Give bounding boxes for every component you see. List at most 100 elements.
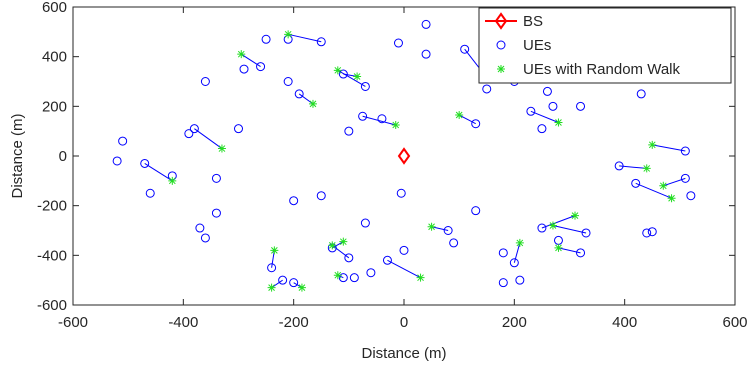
ue-marker <box>614 161 624 171</box>
ue-marker <box>189 124 199 134</box>
x-tick-label: -200 <box>279 314 309 331</box>
ue-marker <box>267 263 277 273</box>
walk-marker <box>308 99 317 108</box>
ue-marker <box>145 188 155 198</box>
ue-marker <box>338 273 348 283</box>
y-axis-label: Distance (m) <box>9 113 26 198</box>
legend-marker <box>494 12 508 30</box>
ue-marker <box>184 129 194 139</box>
walk-line <box>431 226 449 231</box>
ue-marker <box>537 223 547 233</box>
ue-marker <box>239 64 249 74</box>
walk-line <box>530 110 559 123</box>
legend-marker <box>496 40 506 50</box>
y-tick-label: -600 <box>37 297 67 314</box>
ue-marker <box>234 124 243 134</box>
ue-marker <box>421 19 431 29</box>
ue-marker <box>576 101 586 111</box>
ue-marker <box>636 89 646 99</box>
ue-marker <box>393 38 403 48</box>
ue-marker <box>581 228 591 238</box>
y-tick-label: 600 <box>42 0 67 16</box>
ue-marker <box>256 62 266 72</box>
walk-line <box>387 259 421 279</box>
ue-marker <box>498 278 508 288</box>
ue-marker <box>344 253 354 263</box>
walk-marker <box>237 50 246 59</box>
legend-label: UEs with Random Walk <box>523 61 680 78</box>
bs-marker <box>397 147 411 165</box>
ue-marker <box>642 228 652 238</box>
walk-line <box>194 128 223 149</box>
ue-marker <box>211 208 221 218</box>
walk-line <box>635 182 672 199</box>
ue-marker <box>421 49 431 59</box>
ue-marker <box>460 44 470 54</box>
walk-marker <box>667 194 676 203</box>
ue-marker <box>289 278 299 288</box>
walk-marker <box>659 181 668 190</box>
walk-marker <box>515 238 524 247</box>
ue-marker <box>349 273 359 283</box>
ue-marker <box>482 84 492 94</box>
ue-marker <box>443 226 453 235</box>
ue-marker <box>294 89 304 99</box>
y-tick-label: 0 <box>59 148 67 165</box>
walk-marker <box>297 283 306 292</box>
ue-marker <box>509 258 519 268</box>
ue-marker <box>399 245 409 255</box>
walk-line <box>619 165 647 169</box>
ue-marker <box>366 268 376 278</box>
walk-marker <box>427 222 436 231</box>
ue-marker <box>140 158 150 168</box>
x-axis-label: Distance (m) <box>361 345 446 362</box>
walk-line <box>541 215 576 229</box>
ue-marker <box>211 173 221 183</box>
ue-marker <box>515 275 525 285</box>
walk-marker <box>554 118 563 127</box>
walk-marker <box>217 144 226 153</box>
ue-marker <box>316 191 326 201</box>
x-tick-label: 400 <box>612 314 637 331</box>
x-tick-label: -600 <box>58 314 88 331</box>
walk-marker <box>168 176 177 185</box>
ue-marker <box>338 69 348 79</box>
walk-marker <box>284 30 293 39</box>
walk-line <box>513 242 521 263</box>
y-tick-label: 400 <box>42 49 67 66</box>
ue-marker <box>396 188 406 198</box>
ue-marker <box>471 119 481 129</box>
ue-marker <box>261 34 271 44</box>
walk-marker <box>353 72 362 81</box>
x-tick-label: 600 <box>722 314 747 331</box>
ue-marker <box>200 77 210 86</box>
ue-marker <box>360 218 370 228</box>
walk-marker <box>548 221 557 230</box>
legend-marker <box>497 65 505 73</box>
walk-line <box>337 69 366 87</box>
walk-marker <box>270 246 279 255</box>
ue-marker <box>680 173 690 183</box>
legend: BS UEs UEs with Random Walk <box>478 7 732 84</box>
y-tick-label: -200 <box>37 198 67 215</box>
ue-marker <box>344 126 354 136</box>
ue-marker <box>471 206 481 216</box>
ue-marker <box>289 196 299 206</box>
ue-marker <box>680 146 690 156</box>
x-tick-label: -400 <box>168 314 198 331</box>
ue-marker <box>631 178 641 188</box>
walk-marker <box>648 140 657 149</box>
ue-marker <box>316 37 326 47</box>
ue-marker <box>382 255 392 265</box>
walk-marker <box>391 120 400 129</box>
walk-marker <box>571 211 580 220</box>
ue-marker <box>112 156 122 166</box>
ue-marker <box>647 227 657 237</box>
walk-line <box>144 163 173 182</box>
walk-line <box>288 33 322 43</box>
ue-marker <box>537 124 547 134</box>
walk-marker <box>642 164 651 173</box>
ue-marker <box>548 101 558 111</box>
ue-marker <box>526 106 536 116</box>
